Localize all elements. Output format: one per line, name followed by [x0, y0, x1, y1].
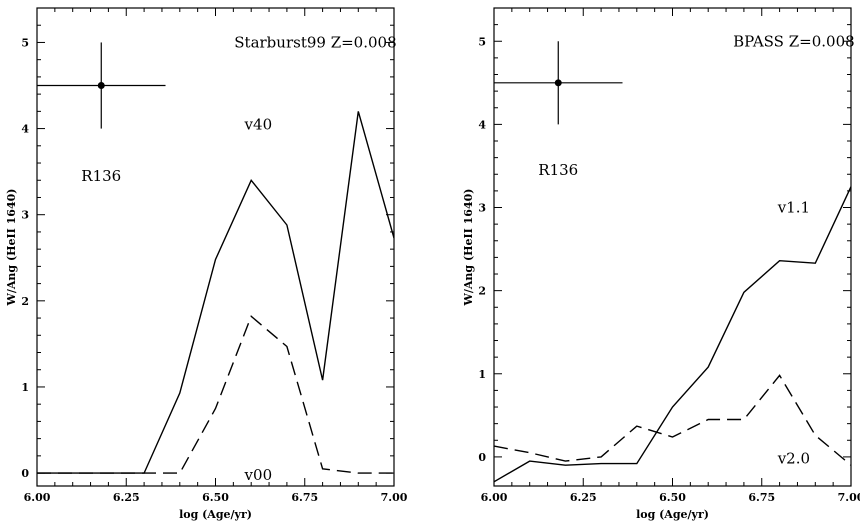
left-y-tick-label: 2 [21, 295, 29, 308]
left-y-tick-label: 0 [21, 467, 29, 480]
right-y-tick-label: 0 [478, 451, 486, 464]
left-annotation-solid: v40 [244, 115, 273, 133]
right-y-tick-label: 1 [478, 368, 486, 381]
right-annotation-model: BPASS Z=0.008 [733, 32, 855, 50]
right-annotation-solid: v1.1 [777, 199, 810, 217]
right-annotation-point: R136 [538, 161, 578, 179]
left-y-tick-label: 1 [21, 381, 29, 394]
right-x-tick-label: 6.00 [481, 491, 508, 504]
right-y-tick-label: 4 [478, 118, 486, 131]
left-annotation-model: Starburst99 Z=0.008 [234, 33, 396, 51]
left-x-tick-label: 6.50 [202, 491, 229, 504]
left-x-tick-label: 6.00 [24, 491, 51, 504]
left-y-tick-label: 5 [21, 36, 29, 49]
left-y-tick-label: 3 [21, 209, 29, 222]
left-y-tick-label: 4 [21, 123, 29, 136]
left-series-solid-line [37, 111, 394, 474]
right-annotation-dashed: v2.0 [777, 450, 810, 468]
right-y-tick-label: 2 [478, 285, 486, 298]
right-x-tick-label: 6.25 [570, 491, 597, 504]
right-plot-frame [493, 7, 852, 487]
left-series-dashed-line [37, 315, 394, 474]
right-panel: 6.00 6.25 6.50 6.75 7.00 0 1 2 3 4 5 log (Age/yr) W/… [462, 7, 860, 521]
left-x-tick-label: 6.75 [291, 491, 318, 504]
right-x-tick-label: 7.00 [838, 491, 860, 504]
right-series-dashed-line [494, 374, 851, 466]
left-x-axis-title: log (Age/yr) [179, 508, 252, 521]
left-panel: 6.00 6.25 6.50 6.75 7.00 0 1 2 3 4 5 log (Age/yr) W/… [5, 7, 408, 521]
right-x-axis-title: log (Age/yr) [636, 508, 709, 521]
left-y-axis-title: W/Ang (HeII 1640) [5, 189, 18, 307]
left-x-tick-label: 6.25 [113, 491, 140, 504]
left-annotation-dashed: v00 [244, 466, 273, 484]
right-y-tick-label: 5 [478, 35, 486, 48]
right-ref-point [554, 79, 562, 87]
right-y-tick-label: 3 [478, 202, 486, 215]
right-series-solid-line [494, 186, 851, 483]
right-x-tick-label: 6.75 [748, 491, 775, 504]
right-y-axis-title: W/Ang (HeII 1640) [462, 189, 475, 307]
left-ref-point [97, 82, 105, 90]
right-x-tick-label: 6.50 [659, 491, 686, 504]
left-x-tick-label: 7.00 [381, 491, 408, 504]
left-annotation-point: R136 [81, 167, 121, 185]
